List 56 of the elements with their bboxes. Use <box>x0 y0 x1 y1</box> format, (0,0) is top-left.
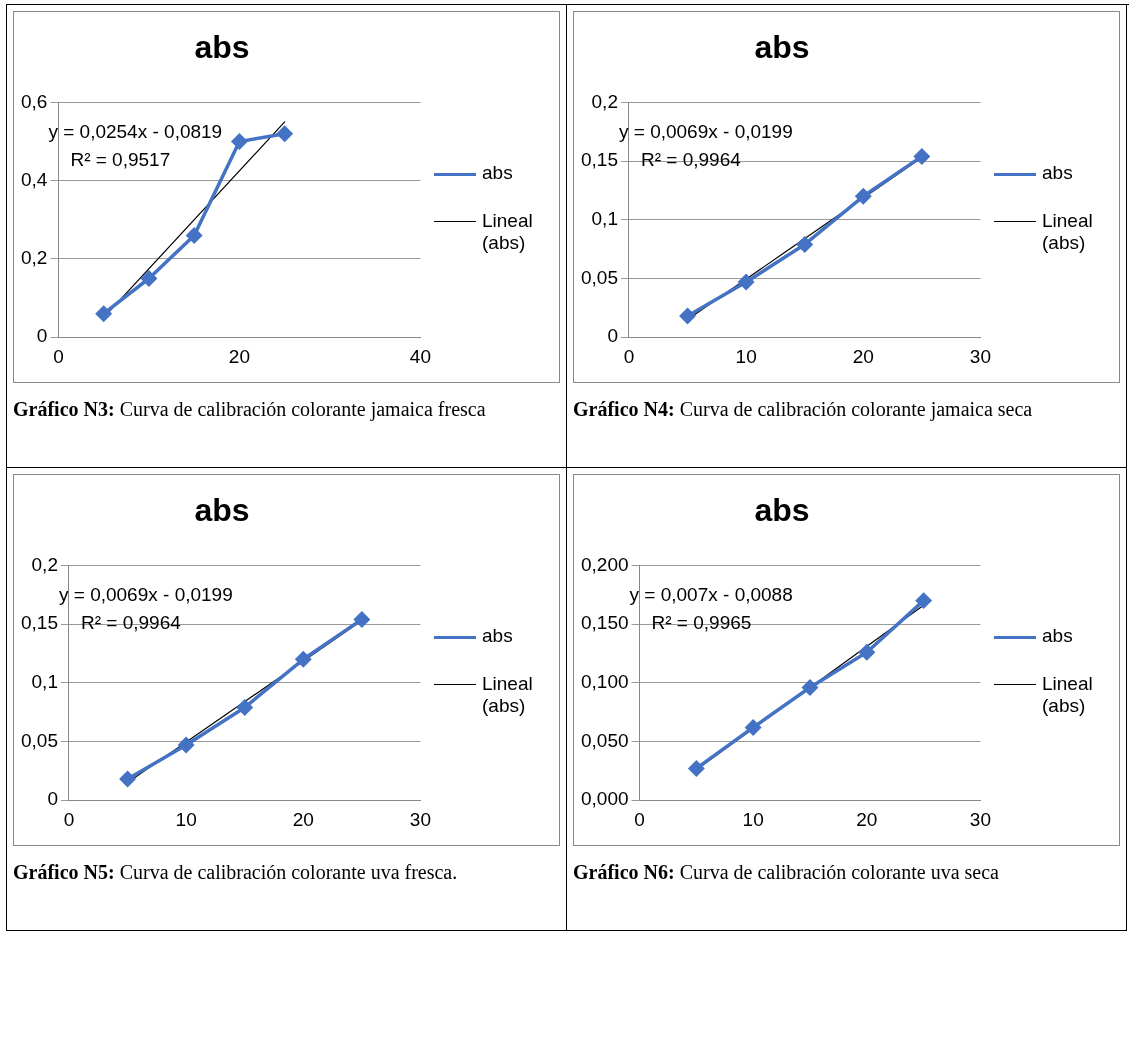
chart-title: abs <box>754 492 810 529</box>
y-tick-label: 0,200 <box>581 553 629 575</box>
legend-label: abs <box>1042 625 1073 647</box>
y-tick-label: 0,4 <box>20 168 48 190</box>
legend-label: abs <box>482 162 513 184</box>
x-tick-label: 20 <box>852 345 874 367</box>
x-tick-label: 30 <box>969 345 991 367</box>
annotation: y = 0,0069x - 0,0199 <box>618 120 793 142</box>
x-tick-label: 30 <box>969 808 991 830</box>
legend-label: Lineal (abs) <box>1042 673 1094 717</box>
text: Gráfico N3: Curva de calibración colorante jamaica fresca <box>12 397 487 423</box>
y-tick-label: 0 <box>47 788 58 810</box>
y-tick-label: 0,2 <box>20 247 48 269</box>
legend-label: abs <box>1042 162 1073 184</box>
x-tick-label: 10 <box>735 345 757 367</box>
annotation: y = 0,0254x - 0,0819 <box>48 120 223 142</box>
y-tick-label: 0,000 <box>581 788 629 810</box>
y-tick-label: 0,2 <box>31 553 58 575</box>
x-tick-label: 20 <box>228 345 250 367</box>
y-tick-label: 0,05 <box>21 729 58 751</box>
x-tick-label: 0 <box>634 808 645 830</box>
legend-label: Lineal (abs) <box>1042 210 1094 254</box>
text: Gráfico N4: Curva de calibración colorante jamaica seca <box>572 397 1034 423</box>
annotation: R² = 0,9964 <box>640 148 742 170</box>
y-tick-label: 0,6 <box>20 90 48 112</box>
legend-label: abs <box>482 625 513 647</box>
annotation: y = 0,0069x - 0,0199 <box>58 583 233 605</box>
y-tick-label: 0,15 <box>21 612 58 634</box>
y-tick-label: 0,1 <box>591 208 618 230</box>
annotation: R² = 0,9965 <box>651 611 752 633</box>
text: Gráfico N5: Curva de calibración colorante uva fresca. <box>12 860 459 885</box>
y-tick-label: 0,05 <box>581 266 618 288</box>
legend-label: Lineal (abs) <box>482 210 534 254</box>
x-tick-label: 10 <box>742 808 764 830</box>
x-tick-label: 20 <box>292 808 314 830</box>
y-tick-label: 0 <box>36 325 48 347</box>
chart-title: abs <box>194 29 250 66</box>
y-tick-label: 0,150 <box>581 612 629 634</box>
legend-label: Lineal (abs) <box>482 673 534 717</box>
x-tick-label: 10 <box>175 808 197 830</box>
x-tick-label: 0 <box>63 808 75 830</box>
x-tick-label: 40 <box>409 345 431 367</box>
y-tick-label: 0,050 <box>581 729 629 751</box>
annotation: y = 0,007x - 0,0088 <box>629 583 793 605</box>
y-tick-label: 0 <box>607 325 618 347</box>
y-tick-label: 0,2 <box>591 90 618 112</box>
x-tick-label: 20 <box>856 808 878 830</box>
x-tick-label: 30 <box>409 808 431 830</box>
text: Gráfico N6: Curva de calibración colorante uva seca <box>572 860 1000 885</box>
chart-title: abs <box>194 492 250 529</box>
annotation: R² = 0,9964 <box>80 611 182 633</box>
y-tick-label: 0,15 <box>581 149 618 171</box>
chart-title: abs <box>754 29 810 66</box>
annotation: R² = 0,9517 <box>70 148 171 170</box>
y-tick-label: 0,1 <box>31 671 58 693</box>
y-tick-label: 0,100 <box>581 671 629 693</box>
